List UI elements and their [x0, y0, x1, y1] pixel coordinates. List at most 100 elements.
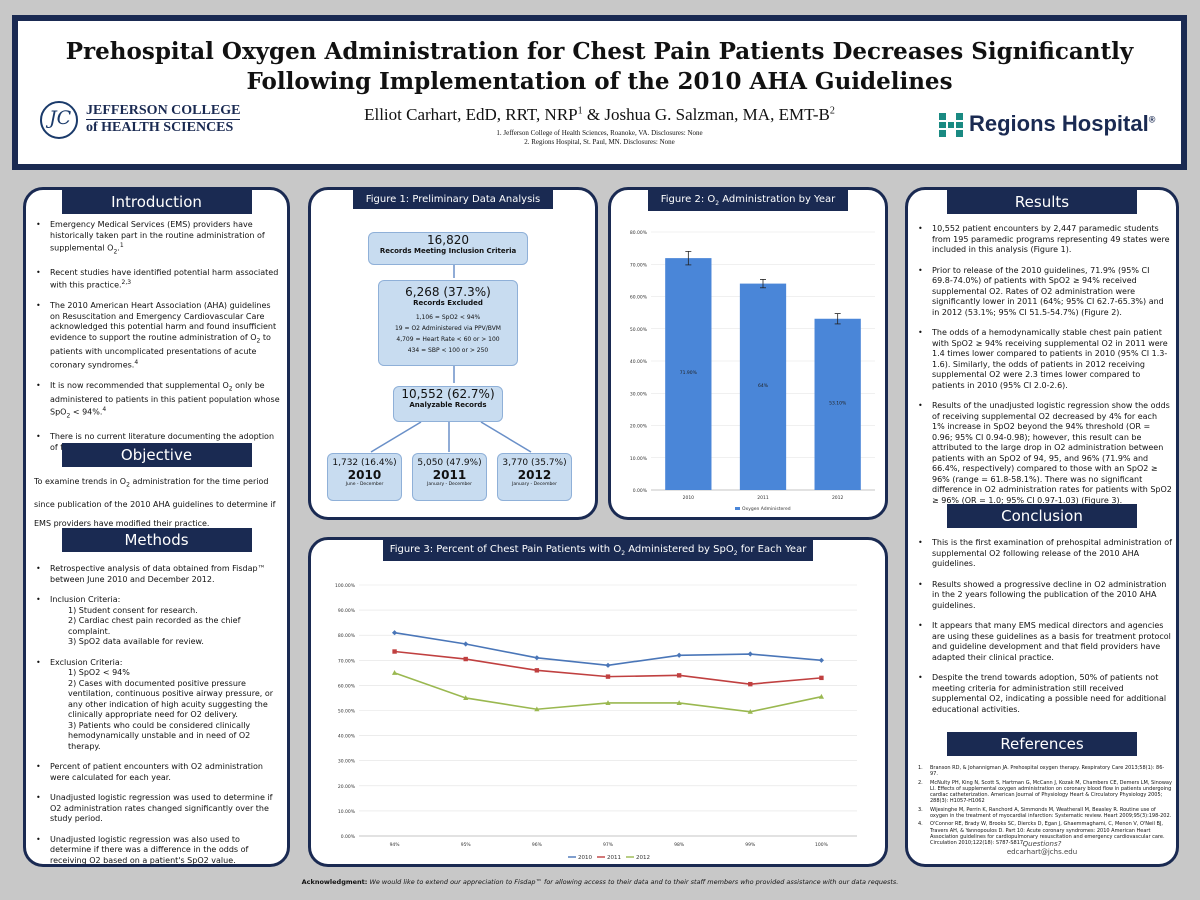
conclusion-item-3: It appears that many EMS medical directo… [914, 621, 1172, 663]
figure-2-title: Figure 2: O2 Administration by Year [648, 190, 848, 211]
x-tick-label: 2011 [757, 495, 769, 501]
flow-box-2010: 1,732 (16.4%) 2010 June - December [327, 453, 402, 501]
x-tick-label: 100% [815, 842, 829, 848]
header-inner: Prehospital Oxygen Administration for Ch… [18, 21, 1181, 164]
flow-box-excluded: 6,268 (37.3%) Records Excluded 1,106 = S… [378, 280, 518, 366]
results-list: 10,552 patient encounters by 2,447 param… [914, 224, 1172, 516]
poster-header: Prehospital Oxygen Administration for Ch… [12, 15, 1187, 170]
authors: Elliot Carhart, EdD, RRT, NRP1 & Joshua … [18, 105, 1181, 125]
legend-swatch [735, 507, 740, 510]
author-1-sup: 1 [577, 105, 583, 117]
point-2012 [391, 670, 398, 675]
y-tick-label: 30.00% [338, 759, 356, 765]
point-2011 [819, 675, 824, 681]
figure-1-panel: Figure 1: Preliminary Data Analysis 16,8… [308, 187, 598, 520]
x-tick-label: 95% [461, 842, 472, 848]
point-2012 [818, 693, 825, 699]
conclusion-list: This is the first examination of prehosp… [914, 538, 1172, 725]
title-line-1: Prehospital Oxygen Administration for Ch… [65, 38, 1134, 65]
conclusion-heading: Conclusion [947, 504, 1137, 528]
legend-label: 2010 [578, 855, 592, 861]
point-2010 [391, 630, 398, 636]
figure-3-panel: Figure 3: Percent of Chest Pain Patients… [308, 537, 888, 867]
y-tick-label: 0.00% [341, 834, 356, 840]
results-item-4: Results of the unadjusted logistic regre… [914, 401, 1172, 506]
methods-item-3: Percent of patient encounters with O2 ad… [32, 762, 282, 783]
references-heading: References [947, 732, 1137, 756]
intro-item-1: Emergency Medical Services (EMS) provide… [32, 220, 282, 258]
methods-heading: Methods [61, 528, 252, 552]
methods-item-exclusion: Exclusion Criteria: 1) SpO2 < 94% 2) Cas… [32, 658, 282, 753]
flow-box-2012: 3,770 (35.7%) 2012 January - December [497, 453, 572, 501]
objective-text: To examine trends in O2 administration f… [34, 477, 276, 528]
regions-grid-icon [939, 113, 963, 137]
reference-item: 1. Branson RD, & Johannigman JA. Prehospi… [918, 765, 1165, 778]
point-2011 [463, 656, 468, 662]
right-column-panel: Results 10,552 patient encounters by 2,4… [905, 187, 1179, 867]
y-tick-label: 50.00% [338, 709, 356, 715]
y-tick-label: 50.00% [630, 327, 648, 333]
intro-item-4: It is now recommended that supplemental … [32, 381, 282, 422]
legend-label: 2012 [636, 855, 650, 861]
point-2011 [534, 668, 540, 673]
introduction-list: Emergency Medical Services (EMS) provide… [32, 220, 282, 463]
point-2010 [676, 652, 682, 658]
regions-wordmark: Regions Hospital® [969, 111, 1156, 136]
y-tick-label: 30.00% [630, 391, 648, 397]
x-tick-label: 94% [390, 842, 401, 848]
figure-2-chart: 0.00% 10.00% 20.00% 30.00% 40.00% 50.00% 60.00… [630, 230, 875, 512]
acknowledgment: Acknowledgment: We would like to extend … [0, 878, 1200, 886]
objective-heading: Objective [61, 443, 252, 467]
x-tick-label: 98% [674, 842, 685, 848]
figure-1-title: Figure 1: Preliminary Data Analysis [353, 190, 553, 209]
methods-item-5: Unadjusted logistic regression was also … [32, 835, 282, 865]
flow-box-analyzable: 10,552 (62.7%) Analyzable Records [393, 386, 503, 422]
left-column-panel: Introduction Emergency Medical Services … [23, 187, 290, 867]
point-2012 [676, 700, 682, 705]
questions-label: Questions? [1022, 840, 1062, 848]
bar-2012 [814, 318, 861, 490]
x-tick-label: 97% [603, 842, 614, 848]
point-2010 [605, 662, 611, 668]
results-item-3: The odds of a hemodynamically stable che… [914, 328, 1172, 391]
legend-label: Oxygen Administered [742, 506, 791, 512]
figure-3-chart: 0.00% 10.00% 20.00% 30.00% 40.00% 50.00% 60.00… [335, 583, 857, 861]
bar-2011 [739, 283, 787, 490]
figure-3-title: Figure 3: Percent of Chest Pain Patients… [383, 540, 813, 561]
point-2012 [463, 695, 469, 700]
legend-label: 2011 [607, 855, 621, 861]
contact-email[interactable]: edcarhart@jchs.edu [1006, 848, 1078, 856]
y-tick-label: 90.00% [338, 608, 356, 614]
legend: 2010 2011 2012 [568, 855, 650, 861]
y-tick-label: 0.00% [633, 488, 648, 494]
x-tick-label: 2012 [832, 495, 844, 501]
point-2012 [605, 700, 611, 705]
acknowledgment-text: We would like to extend our appreciation… [367, 878, 899, 886]
author-2-sup: 2 [829, 105, 835, 117]
author-1: Elliot Carhart, EdD, RRT, NRP [364, 105, 578, 124]
point-2011 [392, 649, 397, 654]
y-tick-label: 10.00% [630, 456, 648, 462]
y-tick-label: 10.00% [338, 809, 356, 815]
title-line-2: Following Implementation of the 2010 AHA… [246, 68, 953, 95]
point-2011 [748, 681, 753, 687]
point-2010 [818, 657, 825, 663]
flow-connectors [370, 260, 532, 453]
point-2011 [605, 674, 611, 679]
references-list: 1. Branson RD, & Johannigman JA. Prehospi… [918, 765, 1172, 849]
y-tick-label: 20.00% [630, 424, 648, 430]
x-tick-label: 99% [745, 842, 756, 848]
y-tick-label: 40.00% [338, 734, 356, 740]
figure-2-panel: Figure 2: O2 Administration by Year 0.00… [608, 187, 888, 520]
y-tick-label: 80.00% [630, 230, 648, 236]
legend: Oxygen Administered [735, 506, 791, 512]
acknowledgment-label: Acknowledgment: [301, 878, 368, 886]
poster-title: Prehospital Oxygen Administration for Ch… [18, 37, 1181, 97]
data-label: 53.10% [829, 400, 847, 406]
affiliations: 1. Jefferson College of Health Sciences,… [18, 129, 1181, 147]
data-label: 64% [758, 383, 769, 389]
jefferson-line-1: JEFFERSON COLLEGE [86, 103, 241, 120]
y-tick-label: 80.00% [338, 633, 356, 639]
point-2010 [463, 641, 469, 647]
y-tick-label: 40.00% [630, 359, 648, 365]
